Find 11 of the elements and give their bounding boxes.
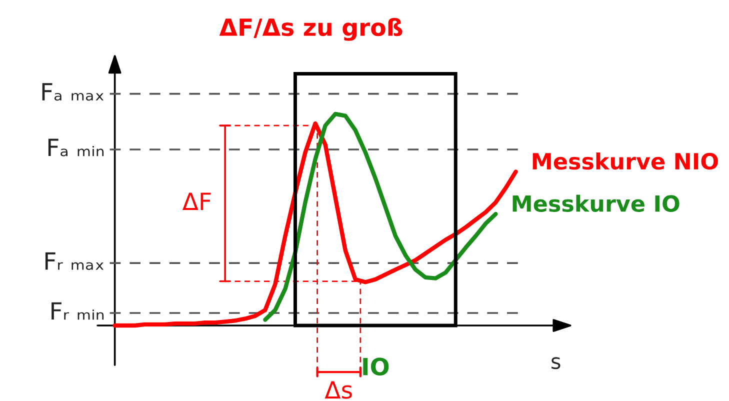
ref-line-label: Fₐ ₘₐₓ <box>42 83 104 101</box>
series-label: Messkurve NIO <box>532 152 718 170</box>
ref-line-label: Fᵣ ₘᵢₙ <box>52 302 104 320</box>
text: Δs <box>324 381 352 399</box>
text: IO <box>363 358 389 376</box>
series-label: Messkurve IO <box>512 194 680 212</box>
ref-line-label: Fₐ ₘᵢₙ <box>48 138 104 156</box>
chart-title: ΔF/Δs zu groß <box>219 18 402 41</box>
x-axis-title: s <box>552 357 560 370</box>
annotation: ΔF <box>182 192 211 210</box>
ref-line-label: Fᵣ ₘₐₓ <box>45 252 104 270</box>
